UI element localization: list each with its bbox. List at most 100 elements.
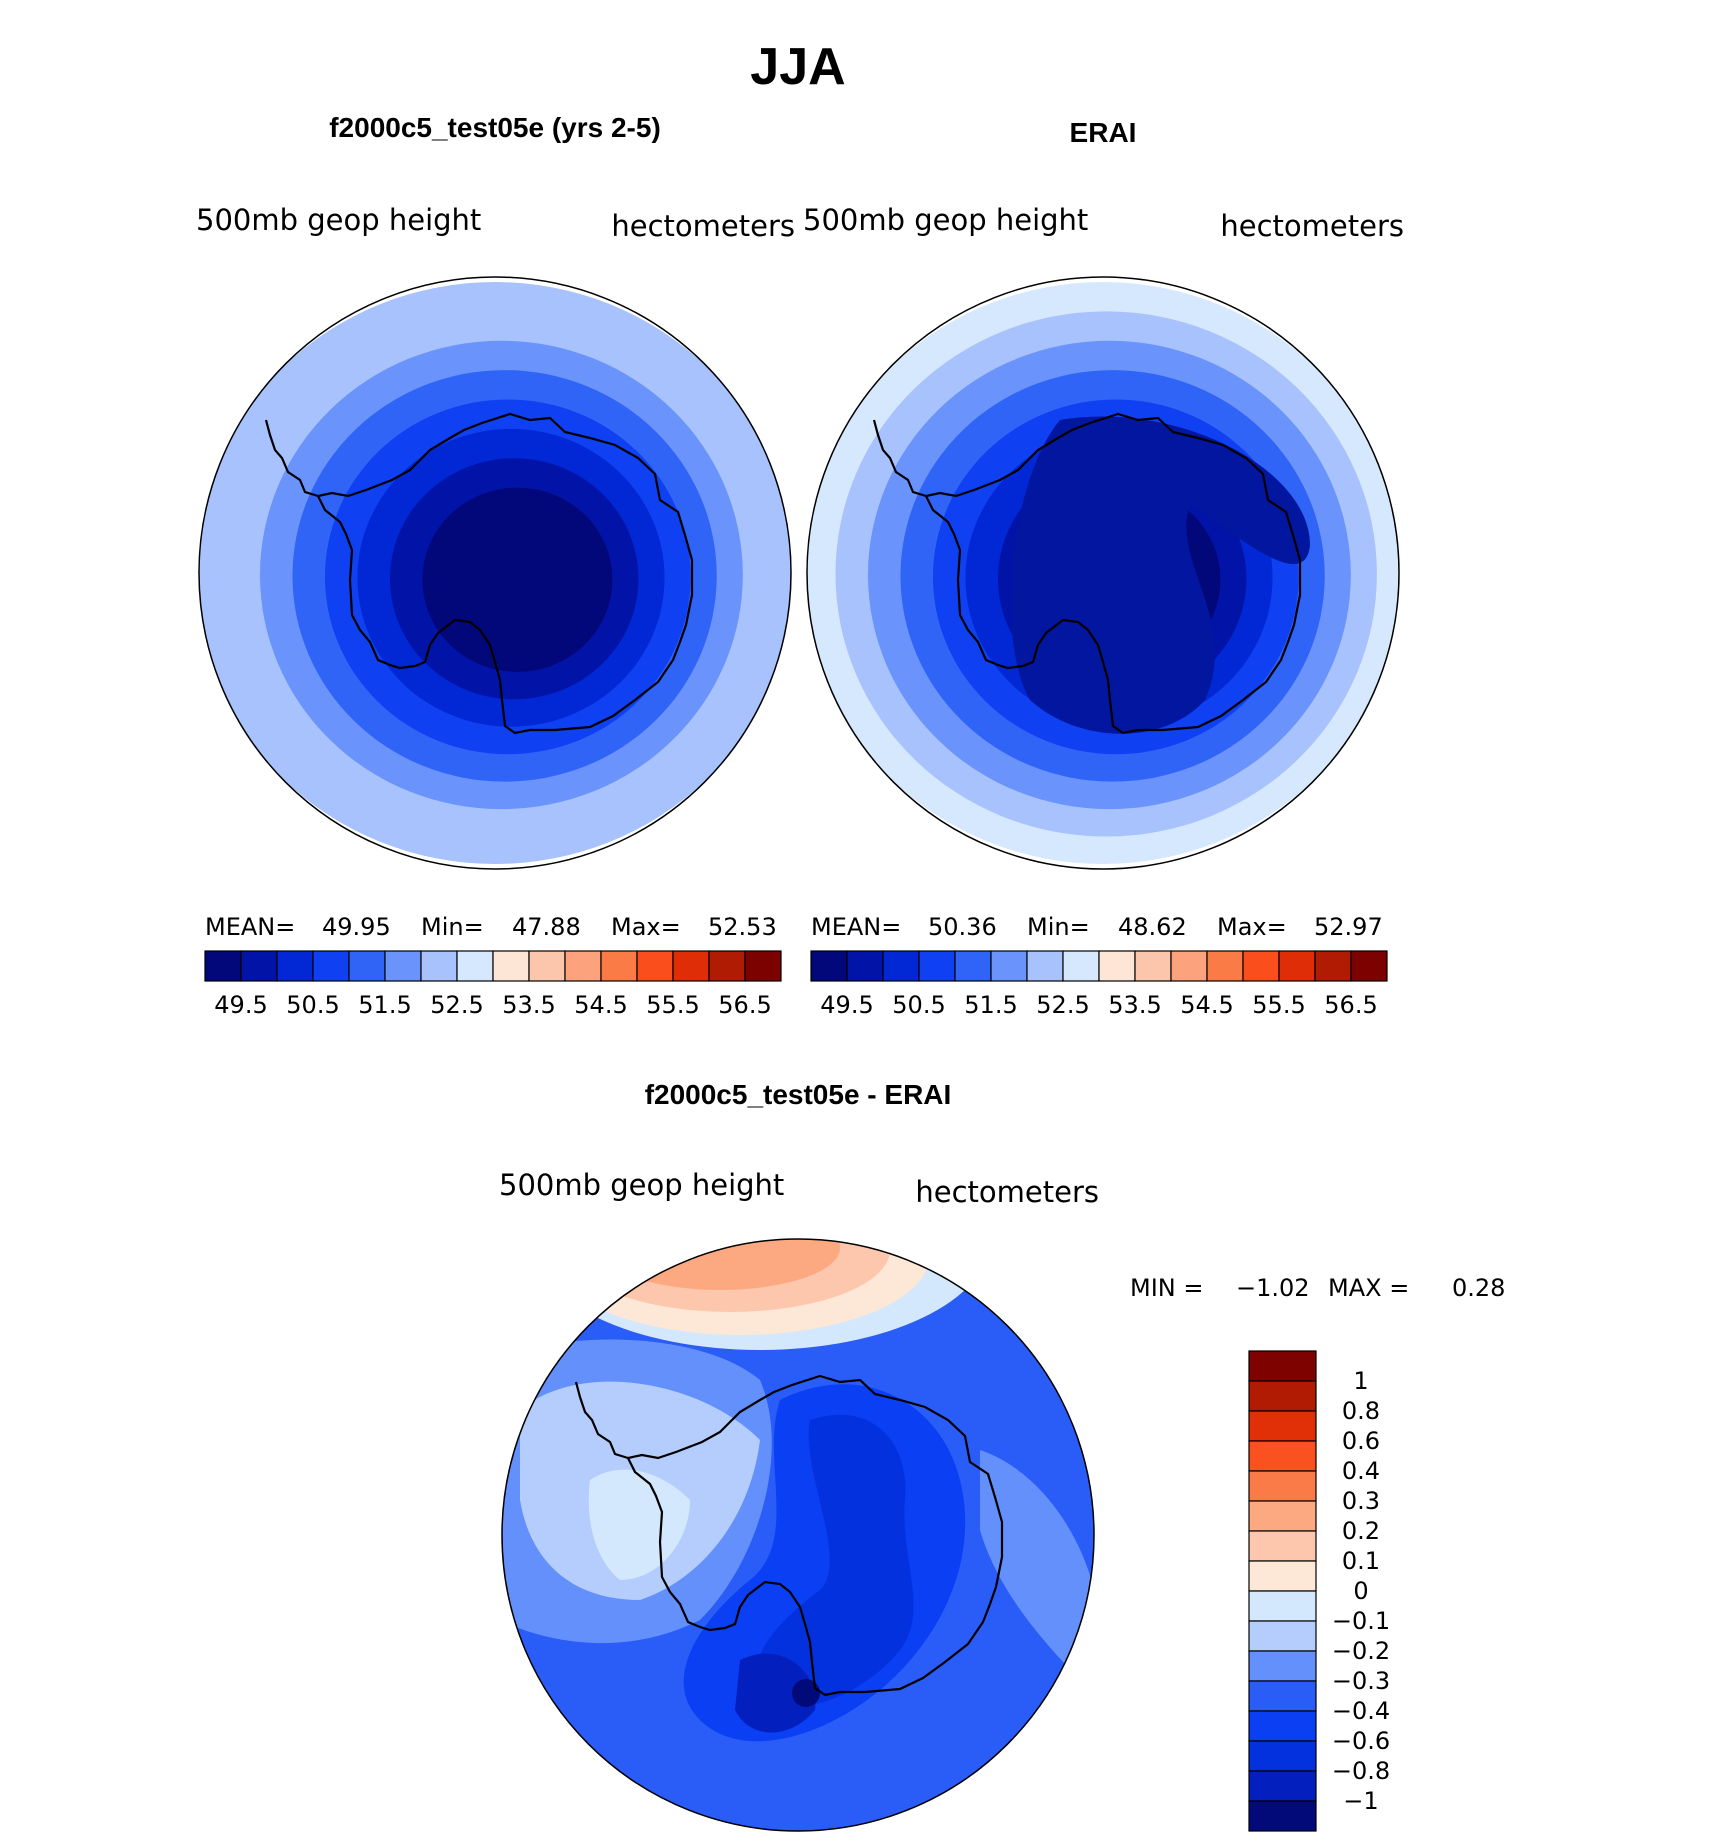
panel-diff-colorbar-tick: −1 [1343,1787,1378,1815]
panel-erai-colorbar-box [1314,950,1352,982]
panel-diff-colorbar-tick: −0.2 [1332,1637,1390,1665]
panel-model-colorbar-box [528,950,566,982]
panel-diff-title: f2000c5_test05e - ERAI [645,1079,952,1110]
panel-erai-colorbar: 49.5 50.5 51.5 52.5 53.5 54.5 55.5 56.5 [810,950,1388,1019]
panel-model-left-label: 500mb geop height [196,203,481,237]
panel-model-colorbar-tick: 49.5 [214,991,267,1019]
panel-erai-max-value: 52.97 [1314,913,1383,941]
panel-model-colorbar-tick: 50.5 [286,991,339,1019]
panel-erai-title: ERAI [1070,117,1137,148]
panel-diff-colorbar-box [1248,1740,1317,1772]
panel-model-colorbar-box [636,950,674,982]
panel-model-colorbar-box [492,950,530,982]
panel-model-colorbar-tick: 52.5 [430,991,483,1019]
panel-model-colorbar-tick: 56.5 [718,991,771,1019]
panel-erai-colorbar-box [954,950,992,982]
panel-model-colorbar-tick: 53.5 [502,991,555,1019]
panel-diff-colorbar-box [1248,1650,1317,1682]
panel-diff-colorbar-box [1248,1590,1317,1622]
panel-erai-colorbar-box [1242,950,1280,982]
panel-diff-colorbar-tick: −0.6 [1332,1727,1390,1755]
panel-model-colorbar-box [600,950,638,982]
panel-erai-mean-value: 50.36 [928,913,997,941]
panel-model-colorbar: 49.5 50.5 51.5 52.5 53.5 54.5 55.5 56.5 [204,950,782,1019]
panel-model-stats: MEAN= 49.95 Min= 47.88 Max= 52.53 [205,913,777,941]
diff-minimum [792,1679,820,1707]
panel-diff-colorbar-tick: 0.3 [1342,1487,1380,1515]
panel-model-max-value: 52.53 [708,913,777,941]
panel-diff-max-label: MAX = [1328,1274,1409,1302]
panel-model-title: f2000c5_test05e (yrs 2-5) [329,112,661,143]
panel-model-contour-band [422,487,613,672]
panel-model-colorbar-box [564,950,602,982]
panel-model-right-label: hectometers [611,209,795,243]
diff-left-region-3 [588,1469,690,1580]
panel-diff-colorbar-tick: −0.4 [1332,1697,1390,1725]
panel-erai-mean-label: MEAN= [811,913,901,941]
panel-model-colorbar-box [276,950,314,982]
panel-diff-colorbar-box [1248,1770,1317,1802]
panel-diff-colorbar-tick: 0.2 [1342,1517,1380,1545]
panel-erai-colorbar-box [1170,950,1208,982]
panel-erai-colorbar-box [990,950,1028,982]
panel-diff-stats: MIN = −1.02 MAX = 0.28 [1130,1274,1505,1302]
panel-erai-colorbar-tick: 56.5 [1324,991,1377,1019]
diff-dark-3 [735,1653,816,1733]
panel-erai-min-value: 48.62 [1118,913,1187,941]
panel-erai-colorbar-box [1062,950,1100,982]
panel-model-mean-value: 49.95 [322,913,391,941]
panel-erai-min-label: Min= [1027,913,1090,941]
panel-erai-colorbar-box [1026,950,1064,982]
panel-diff-colorbar-tick: −0.8 [1332,1757,1390,1785]
panel-diff-colorbar-tick: 0.4 [1342,1457,1380,1485]
panel-erai-colorbar-tick: 54.5 [1180,991,1233,1019]
panel-model-colorbar-box [240,950,278,982]
panel-model-colorbar-box [348,950,386,982]
panel-erai-colorbar-box [918,950,956,982]
panel-model-max-label: Max= [611,913,681,941]
panel-erai-colorbar-box [1134,950,1172,982]
panel-erai-map [807,282,1399,864]
panel-diff-colorbar-box [1248,1380,1317,1412]
diff-dark-2 [754,1414,914,1708]
panel-diff-colorbar-box [1248,1530,1317,1562]
main-title: JJA [750,38,845,96]
panel-diff-colorbar-box [1248,1800,1317,1832]
panel-diff-colorbar-box [1248,1710,1317,1742]
panel-model-colorbar-tick: 54.5 [574,991,627,1019]
panel-erai-left-label: 500mb geop height [803,203,1088,237]
panel-diff-colorbar-tick: 0.1 [1342,1547,1380,1575]
panel-diff-colorbar-tick: 0.6 [1342,1427,1380,1455]
panel-erai-colorbar-box [846,950,884,982]
panel-model-map [199,282,791,864]
panel-diff-map-outline [501,1238,1095,1832]
panel-diff-colorbar-box [1248,1350,1317,1382]
panel-erai-colorbar-tick: 51.5 [964,991,1017,1019]
panel-diff-min-value: −1.02 [1236,1274,1310,1302]
panel-model-colorbar-box [312,950,350,982]
panel-model-colorbar-box [672,950,710,982]
panel-erai-colorbar-box [1206,950,1244,982]
panel-diff-min-label: MIN = [1130,1274,1203,1302]
panel-erai-colorbar-box [1098,950,1136,982]
panel-diff-map [502,1239,1094,1831]
panel-diff-colorbar-tick: −0.1 [1332,1607,1390,1635]
panel-erai-colorbar-tick: 55.5 [1252,991,1305,1019]
panel-model-colorbar-box [420,950,458,982]
panel-diff-colorbar-box [1248,1620,1317,1652]
panel-model-min-label: Min= [421,913,484,941]
panel-diff-colorbar-box [1248,1440,1317,1472]
panel-diff-colorbar-box [1248,1410,1317,1442]
panel-erai-colorbar-box [1350,950,1388,982]
panel-erai-core [1010,416,1310,734]
panel-erai-colorbar-box [1278,950,1316,982]
panel-model-min-value: 47.88 [512,913,581,941]
panel-diff-colorbar-tick: 0 [1353,1577,1368,1605]
panel-erai-right-label: hectometers [1220,209,1404,243]
panel-erai-stats: MEAN= 50.36 Min= 48.62 Max= 52.97 [811,913,1383,941]
panel-diff-max-value: 0.28 [1452,1274,1505,1302]
panel-diff-right-label: hectometers [915,1175,1099,1209]
panel-diff-colorbar-tick: 0.8 [1342,1397,1380,1425]
panel-diff-colorbar: 10.80.60.40.30.20.10−0.1−0.2−0.3−0.4−0.6… [1248,1350,1390,1832]
